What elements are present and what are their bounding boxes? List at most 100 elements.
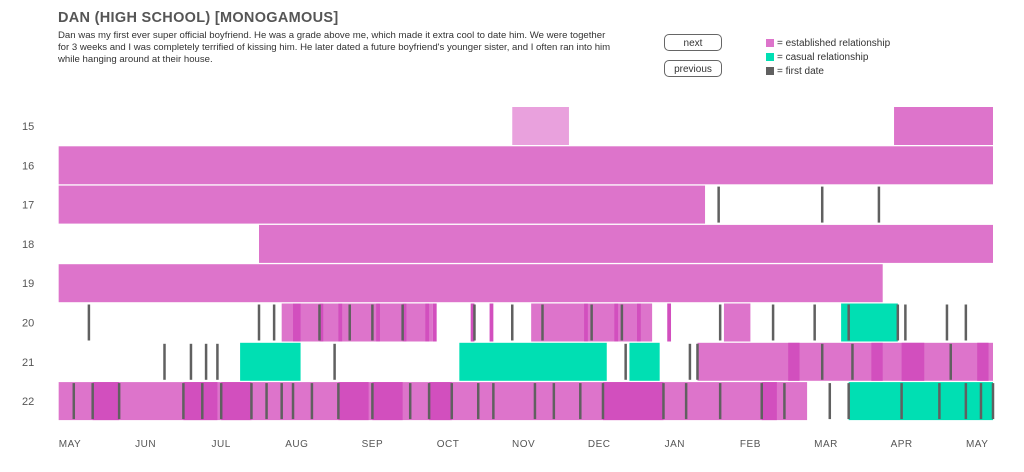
established-accent-bar bbox=[614, 303, 619, 342]
first-date-mark bbox=[318, 304, 321, 341]
first-date-mark bbox=[72, 383, 76, 420]
first-date-mark bbox=[904, 304, 907, 341]
established-accent-bar bbox=[429, 382, 452, 421]
legend-item-established: = established relationship bbox=[766, 36, 890, 50]
x-tick-label: JUN bbox=[135, 439, 156, 450]
established-accent-bar bbox=[871, 342, 883, 381]
first-date-mark bbox=[348, 304, 351, 341]
first-date-mark bbox=[492, 383, 495, 420]
established-bar bbox=[697, 342, 993, 381]
established-accent-bar bbox=[602, 382, 664, 421]
previous-button[interactable]: previous bbox=[664, 60, 722, 77]
row-label: 17 bbox=[22, 200, 34, 212]
legend-item-first-date: = first date bbox=[766, 64, 890, 78]
first-date-mark bbox=[601, 383, 605, 420]
established-accent-bar bbox=[319, 303, 324, 342]
legend-label-first-date: = first date bbox=[777, 65, 824, 77]
established-bar bbox=[894, 107, 993, 145]
x-tick-label: OCT bbox=[437, 439, 460, 450]
established-accent-bar bbox=[402, 303, 407, 342]
page-title: DAN (HIGH SCHOOL) [MONOGAMOUS] bbox=[58, 10, 339, 26]
legend-swatch-established bbox=[766, 39, 774, 47]
first-date-mark bbox=[280, 383, 283, 420]
established-accent-bar bbox=[788, 342, 800, 381]
first-date-mark bbox=[851, 343, 854, 380]
first-date-mark bbox=[216, 343, 219, 380]
established-accent-bar bbox=[470, 303, 475, 342]
established-accent-bar bbox=[338, 303, 343, 342]
x-tick-label: JUL bbox=[212, 439, 231, 450]
first-date-mark bbox=[877, 186, 881, 223]
established-accent-bar bbox=[338, 382, 369, 421]
casual-bar bbox=[459, 342, 607, 381]
first-date-mark bbox=[201, 383, 204, 420]
established-bar bbox=[58, 146, 994, 185]
x-tick-label: SEP bbox=[362, 439, 384, 450]
established-bar bbox=[723, 303, 751, 342]
first-date-mark bbox=[541, 304, 544, 341]
established-accent-bar bbox=[92, 382, 120, 421]
established-accent-bar bbox=[667, 303, 672, 342]
description-text: Dan was my first ever super official boy… bbox=[58, 30, 611, 65]
first-date-mark bbox=[696, 343, 699, 380]
first-date-mark bbox=[820, 343, 824, 380]
first-date-mark bbox=[828, 383, 832, 420]
first-date-mark bbox=[718, 383, 722, 420]
first-date-mark bbox=[450, 383, 454, 420]
first-date-mark bbox=[847, 304, 850, 341]
first-date-mark bbox=[310, 383, 314, 420]
next-button[interactable]: next bbox=[664, 34, 722, 51]
first-date-mark bbox=[820, 186, 824, 223]
established-accent-bar bbox=[425, 303, 430, 342]
established-bar bbox=[58, 185, 706, 224]
established-accent-bar bbox=[183, 382, 218, 421]
established-bar bbox=[281, 303, 433, 342]
legend-item-casual: = casual relationship bbox=[766, 50, 890, 64]
first-date-mark bbox=[684, 383, 688, 420]
established-accent-bar bbox=[293, 303, 301, 342]
first-date-mark bbox=[87, 304, 91, 341]
casual-bar bbox=[629, 342, 660, 381]
first-date-mark bbox=[182, 383, 185, 420]
row-label: 16 bbox=[22, 160, 34, 172]
first-date-mark bbox=[333, 343, 336, 380]
row-label: 22 bbox=[22, 396, 34, 408]
legend-swatch-first-date bbox=[766, 67, 774, 75]
x-tick-label: JAN bbox=[665, 439, 685, 450]
x-tick-label: FEB bbox=[740, 439, 761, 450]
first-date-mark bbox=[991, 383, 995, 420]
first-date-mark bbox=[717, 186, 720, 223]
established-bar bbox=[259, 224, 993, 263]
first-date-mark bbox=[964, 383, 968, 420]
first-date-mark bbox=[688, 343, 692, 380]
first-date-mark bbox=[476, 383, 480, 420]
established-accent-bar bbox=[489, 303, 494, 342]
first-date-mark bbox=[949, 343, 952, 380]
first-date-mark bbox=[401, 304, 404, 341]
x-tick-label: APR bbox=[891, 439, 913, 450]
established-accent-bar bbox=[761, 382, 777, 421]
first-date-mark bbox=[783, 383, 786, 420]
first-date-mark bbox=[371, 383, 374, 420]
first-date-mark bbox=[371, 304, 374, 341]
first-date-mark bbox=[257, 304, 261, 341]
first-date-mark bbox=[272, 304, 276, 341]
row-label: 18 bbox=[22, 239, 34, 251]
established-accent-bar bbox=[372, 382, 403, 421]
first-date-mark bbox=[427, 383, 431, 420]
first-date-mark bbox=[163, 343, 166, 380]
first-date-mark bbox=[590, 304, 593, 341]
established-bar bbox=[58, 264, 883, 303]
established-accent-bar bbox=[376, 303, 380, 342]
legend-label-casual: = casual relationship bbox=[777, 51, 869, 63]
first-date-mark bbox=[718, 304, 722, 341]
x-tick-label: AUG bbox=[285, 439, 308, 450]
x-tick-label: MAY bbox=[59, 439, 81, 450]
first-date-mark bbox=[204, 343, 208, 380]
first-date-mark bbox=[938, 383, 941, 420]
first-date-mark bbox=[847, 383, 850, 420]
first-date-mark bbox=[979, 383, 983, 420]
established-accent-bar bbox=[901, 342, 925, 381]
first-date-mark bbox=[662, 383, 665, 420]
first-date-mark bbox=[552, 383, 556, 420]
